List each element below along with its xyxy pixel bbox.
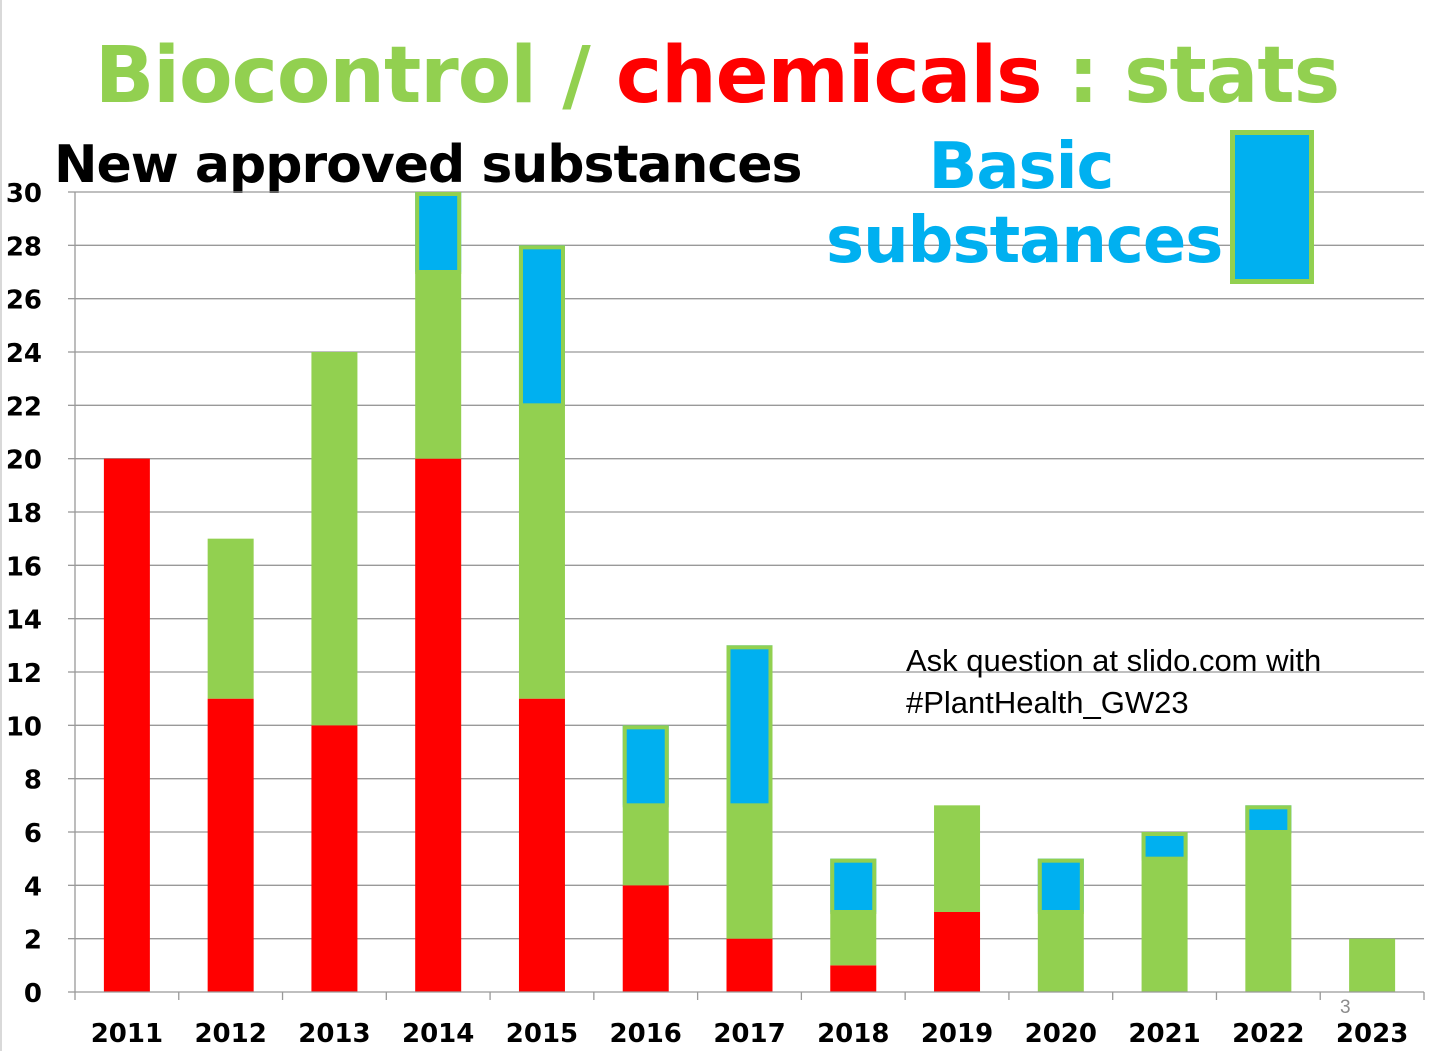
y-tick-label: 26 [6, 286, 42, 316]
y-tick-label: 0 [24, 979, 42, 1009]
y-tick-label: 8 [24, 766, 42, 796]
legend-basic-swatch [1230, 130, 1314, 284]
bar-biocontrol-2020 [1037, 912, 1084, 992]
x-tick-label: 2014 [402, 1019, 474, 1049]
y-tick-label: 22 [6, 392, 42, 422]
gridlines [75, 191, 1424, 940]
y-tick-label: 16 [6, 552, 42, 582]
bar-basic-2021 [1141, 832, 1188, 859]
bar-chemicals-2012 [207, 698, 254, 992]
x-tick-label: 2017 [713, 1019, 785, 1049]
bar-basic-2015 [518, 245, 565, 406]
y-tick-label: 12 [6, 659, 42, 689]
x-tick-label: 2022 [1232, 1019, 1304, 1049]
bar-basic-border-2017 [726, 645, 773, 808]
bar-chemicals-2018 [830, 965, 877, 992]
annotation-line1: Ask question at slido.com with [906, 643, 1322, 678]
bar-biocontrol-2015 [518, 405, 565, 699]
x-tick-label: 2013 [298, 1019, 370, 1049]
bar-basic-border-2022 [1245, 805, 1292, 834]
y-tick-label: 10 [6, 712, 42, 742]
y-tick-label: 30 [6, 179, 42, 209]
bar-biocontrol-2023 [1349, 938, 1396, 992]
x-tick-label: 2015 [506, 1019, 578, 1049]
slide-left-edge [0, 0, 2, 1051]
bar-chemicals-2017 [726, 938, 773, 992]
bar-chemicals-2015 [518, 698, 565, 992]
y-tick-label: 20 [6, 446, 42, 476]
bar-chemicals-2013 [311, 725, 358, 992]
bar-basic-border-2014 [415, 192, 462, 274]
y-tick-label: 18 [6, 499, 42, 529]
bar-basic-2016 [622, 725, 669, 806]
x-tick-label: 2012 [194, 1019, 266, 1049]
title-biocontrol: Biocontrol [94, 31, 537, 121]
x-tick-label: 2023 [1336, 1019, 1408, 1049]
bar-biocontrol-2012 [207, 538, 254, 699]
x-tick-label: 2016 [610, 1019, 682, 1049]
y-tick-label: 24 [6, 339, 42, 369]
y-tick-label: 2 [24, 926, 42, 956]
bar-basic-2022 [1245, 805, 1292, 832]
bar-chemicals-2019 [934, 912, 981, 992]
bar-chemicals-2016 [622, 885, 669, 992]
slide-number: 3 [1340, 997, 1351, 1018]
bar-basic-2018 [830, 858, 877, 912]
slide-title: Biocontrol / chemicals : stats [0, 28, 1434, 124]
bar-basic-2017 [726, 645, 773, 806]
axes [68, 191, 1425, 1000]
y-tick-label: 6 [24, 819, 42, 849]
x-tick-label: 2019 [921, 1019, 993, 1049]
title-slash: / [562, 31, 590, 121]
bar-biocontrol-2016 [622, 805, 669, 886]
legend-label-line1: Basic [928, 130, 1115, 204]
bar-biocontrol-2017 [726, 805, 773, 939]
bar-biocontrol-2021 [1141, 858, 1188, 992]
bar-biocontrol-2014 [415, 272, 462, 459]
x-tick-label: 2011 [91, 1019, 163, 1049]
title-stats: : stats [1067, 31, 1340, 121]
bar-biocontrol-2013 [311, 352, 358, 726]
x-tick-label: 2020 [1025, 1019, 1097, 1049]
bar-biocontrol-2022 [1245, 832, 1292, 992]
y-tick-label: 14 [6, 606, 42, 636]
chart-subtitle: New approved substances [54, 135, 802, 195]
x-tick-label: 2018 [817, 1019, 889, 1049]
bar-basic-2014 [415, 192, 462, 272]
slido-annotation: Ask question at slido.com with #PlantHeal… [906, 640, 1321, 724]
legend-basic-substances: Basic substances [826, 130, 1223, 278]
bar-biocontrol-2019 [934, 805, 981, 912]
annotation-line2: #PlantHealth_GW23 [906, 685, 1189, 720]
x-tick-label: 2021 [1128, 1019, 1200, 1049]
bar-basic-border-2015 [518, 245, 565, 408]
bar-basic-2020 [1037, 858, 1084, 912]
bar-chemicals-2011 [103, 458, 150, 993]
y-tick-label: 4 [24, 872, 42, 902]
bar-chemicals-2014 [415, 458, 462, 993]
bars [103, 192, 1396, 993]
bar-basic-border-2016 [622, 725, 669, 808]
bar-basic-border-2018 [830, 858, 877, 915]
bar-basic-border-2021 [1141, 832, 1188, 861]
bar-basic-border-2020 [1037, 858, 1084, 915]
legend-label-line2: substances [826, 204, 1223, 278]
y-tick-label: 28 [6, 232, 42, 262]
title-chemicals: chemicals [615, 31, 1043, 121]
bar-biocontrol-2018 [830, 912, 877, 966]
